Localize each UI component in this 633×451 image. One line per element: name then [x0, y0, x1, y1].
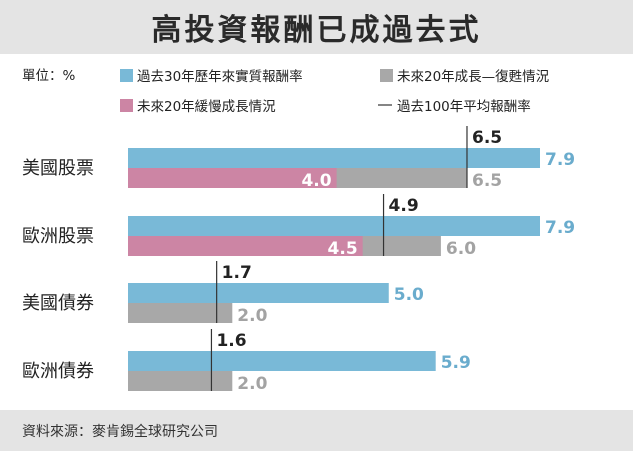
legend-swatch-0	[120, 69, 133, 82]
legend-label-1: 未來20年成長—復甦情況	[397, 68, 550, 85]
footer-banner: 資料來源：麥肯錫全球研究公司	[0, 410, 633, 451]
title-banner: 高投資報酬已成過去式	[0, 0, 633, 54]
category-label: 歐洲債券	[22, 361, 94, 382]
value-label-past-30y: 7.9	[545, 218, 575, 238]
legend-label-3: 過去100年平均報酬率	[397, 98, 531, 115]
category-label: 歐洲股票	[22, 226, 94, 247]
legend-label-2: 未來20年緩慢成長情況	[137, 98, 276, 115]
chart-title: 高投資報酬已成過去式	[151, 13, 482, 48]
legend-swatch-2	[120, 99, 133, 112]
plot-area: 美國股票 7.9 6.5 4.0 6.5 歐洲股票 7.9 6.0 4.5 4.9 美國債券 5.0 2…	[22, 126, 575, 394]
value-label-past-30y: 5.9	[441, 353, 471, 373]
value-label-future-recovery: 6.5	[472, 171, 502, 191]
value-label-future-recovery: 2.0	[237, 374, 267, 394]
bar-past-30y	[128, 148, 540, 168]
value-label-past-30y: 7.9	[545, 150, 575, 170]
bar-past-30y	[128, 283, 389, 303]
value-label-future-recovery: 2.0	[237, 306, 267, 326]
bar-future-slow	[128, 236, 363, 256]
value-label-100y-average: 1.7	[222, 263, 252, 283]
bar-past-30y	[128, 351, 436, 371]
category-label: 美國債券	[22, 293, 94, 314]
legend-label-0: 過去30年歷年來實質報酬率	[137, 68, 303, 85]
value-label-100y-average: 6.5	[472, 128, 502, 148]
value-label-100y-average: 1.6	[216, 331, 246, 351]
bar-future-recovery	[128, 303, 233, 323]
value-label-future-recovery: 6.0	[446, 239, 476, 259]
source-note: 資料來源：麥肯錫全球研究公司	[22, 424, 218, 440]
bar-future-recovery	[128, 371, 233, 391]
unit-label: 單位：%	[22, 68, 75, 84]
value-label-future-slow: 4.0	[301, 171, 331, 191]
value-label-100y-average: 4.9	[389, 196, 419, 216]
bar-future-slow	[128, 168, 337, 188]
bar-past-30y	[128, 216, 540, 236]
category-label: 美國股票	[22, 158, 94, 179]
value-label-past-30y: 5.0	[394, 285, 424, 305]
legend-swatch-1	[380, 69, 393, 82]
value-label-future-slow: 4.5	[328, 239, 358, 259]
